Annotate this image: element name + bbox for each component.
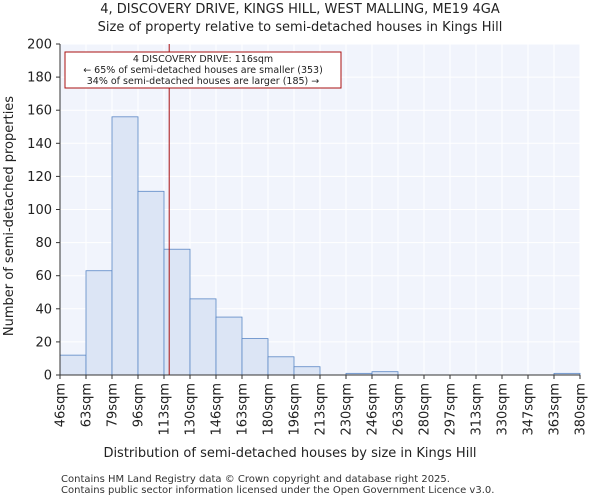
x-tick-label: 163sqm <box>236 383 251 436</box>
bar <box>111 116 139 376</box>
x-tick-label: 230sqm <box>340 383 355 436</box>
x-tick-label: 96sqm <box>132 383 147 427</box>
chart-title-line1: 4, DISCOVERY DRIVE, KINGS HILL, WEST MAL… <box>100 2 500 17</box>
y-tick-label: 0 <box>44 369 52 384</box>
bars <box>59 116 581 376</box>
bar <box>59 354 87 376</box>
y-tick-label: 60 <box>35 269 52 284</box>
chart-title-line2: Size of property relative to semi-detach… <box>97 20 503 35</box>
x-tick-label: 280sqm <box>418 383 433 436</box>
y-tick-label: 200 <box>27 38 52 53</box>
y-tick-label: 140 <box>27 137 52 152</box>
footer-line1: Contains HM Land Registry data © Crown c… <box>61 474 450 485</box>
x-tick-label: 79sqm <box>106 383 121 427</box>
bar <box>267 356 295 376</box>
x-tick-label: 246sqm <box>366 383 381 436</box>
x-tick-label: 213sqm <box>314 383 329 436</box>
y-tick-label: 40 <box>35 302 52 317</box>
x-tick-label: 263sqm <box>392 383 407 436</box>
y-axis-title: Number of semi-detached properties <box>2 96 17 336</box>
x-tick-label: 63sqm <box>80 383 95 427</box>
x-tick-label: 130sqm <box>184 383 199 436</box>
y-tick-label: 120 <box>27 170 52 185</box>
x-tick-label: 196sqm <box>288 383 303 436</box>
x-axis-title: Distribution of semi-detached houses by … <box>103 446 476 461</box>
x-tick-label: 330sqm <box>496 383 511 436</box>
bar <box>189 298 217 376</box>
y-tick-label: 20 <box>35 335 52 350</box>
y-tick-label: 160 <box>27 104 52 119</box>
bar <box>85 270 113 376</box>
bar <box>241 338 269 376</box>
x-tick-label: 46sqm <box>54 383 69 427</box>
x-tick-label: 380sqm <box>574 383 589 436</box>
annotation-line1: 4 DISCOVERY DRIVE: 116sqm <box>133 54 273 65</box>
annotation-line3: 34% of semi-detached houses are larger (… <box>87 76 320 87</box>
y-axis-ticks: 0 20 40 60 80 100 120 140 160 180 200 <box>27 38 60 384</box>
x-tick-label: 363sqm <box>548 383 563 436</box>
bar <box>215 316 243 376</box>
y-tick-label: 80 <box>35 236 52 251</box>
bar <box>293 366 321 376</box>
x-tick-label: 347sqm <box>522 383 537 436</box>
x-axis-ticks: 46sqm 63sqm 79sqm 96sqm 113sqm 130sqm 146sqm 16… <box>54 375 589 436</box>
annotation-border <box>64 51 342 89</box>
footer-line2: Contains public sector information licen… <box>61 485 495 496</box>
bar <box>163 248 191 376</box>
x-tick-label: 313sqm <box>470 383 485 436</box>
x-tick-label: 180sqm <box>262 383 277 436</box>
annotation-box: 4 DISCOVERY DRIVE: 116sqm ← 65% of semi-… <box>64 51 342 89</box>
y-tick-label: 180 <box>27 71 52 86</box>
y-tick-label: 100 <box>27 203 52 218</box>
x-tick-label: 113sqm <box>158 383 173 436</box>
bar <box>137 190 165 376</box>
x-tick-label: 297sqm <box>444 383 459 436</box>
x-tick-label: 146sqm <box>210 383 225 436</box>
annotation-line2: ← 65% of semi-detached houses are smalle… <box>83 65 323 76</box>
